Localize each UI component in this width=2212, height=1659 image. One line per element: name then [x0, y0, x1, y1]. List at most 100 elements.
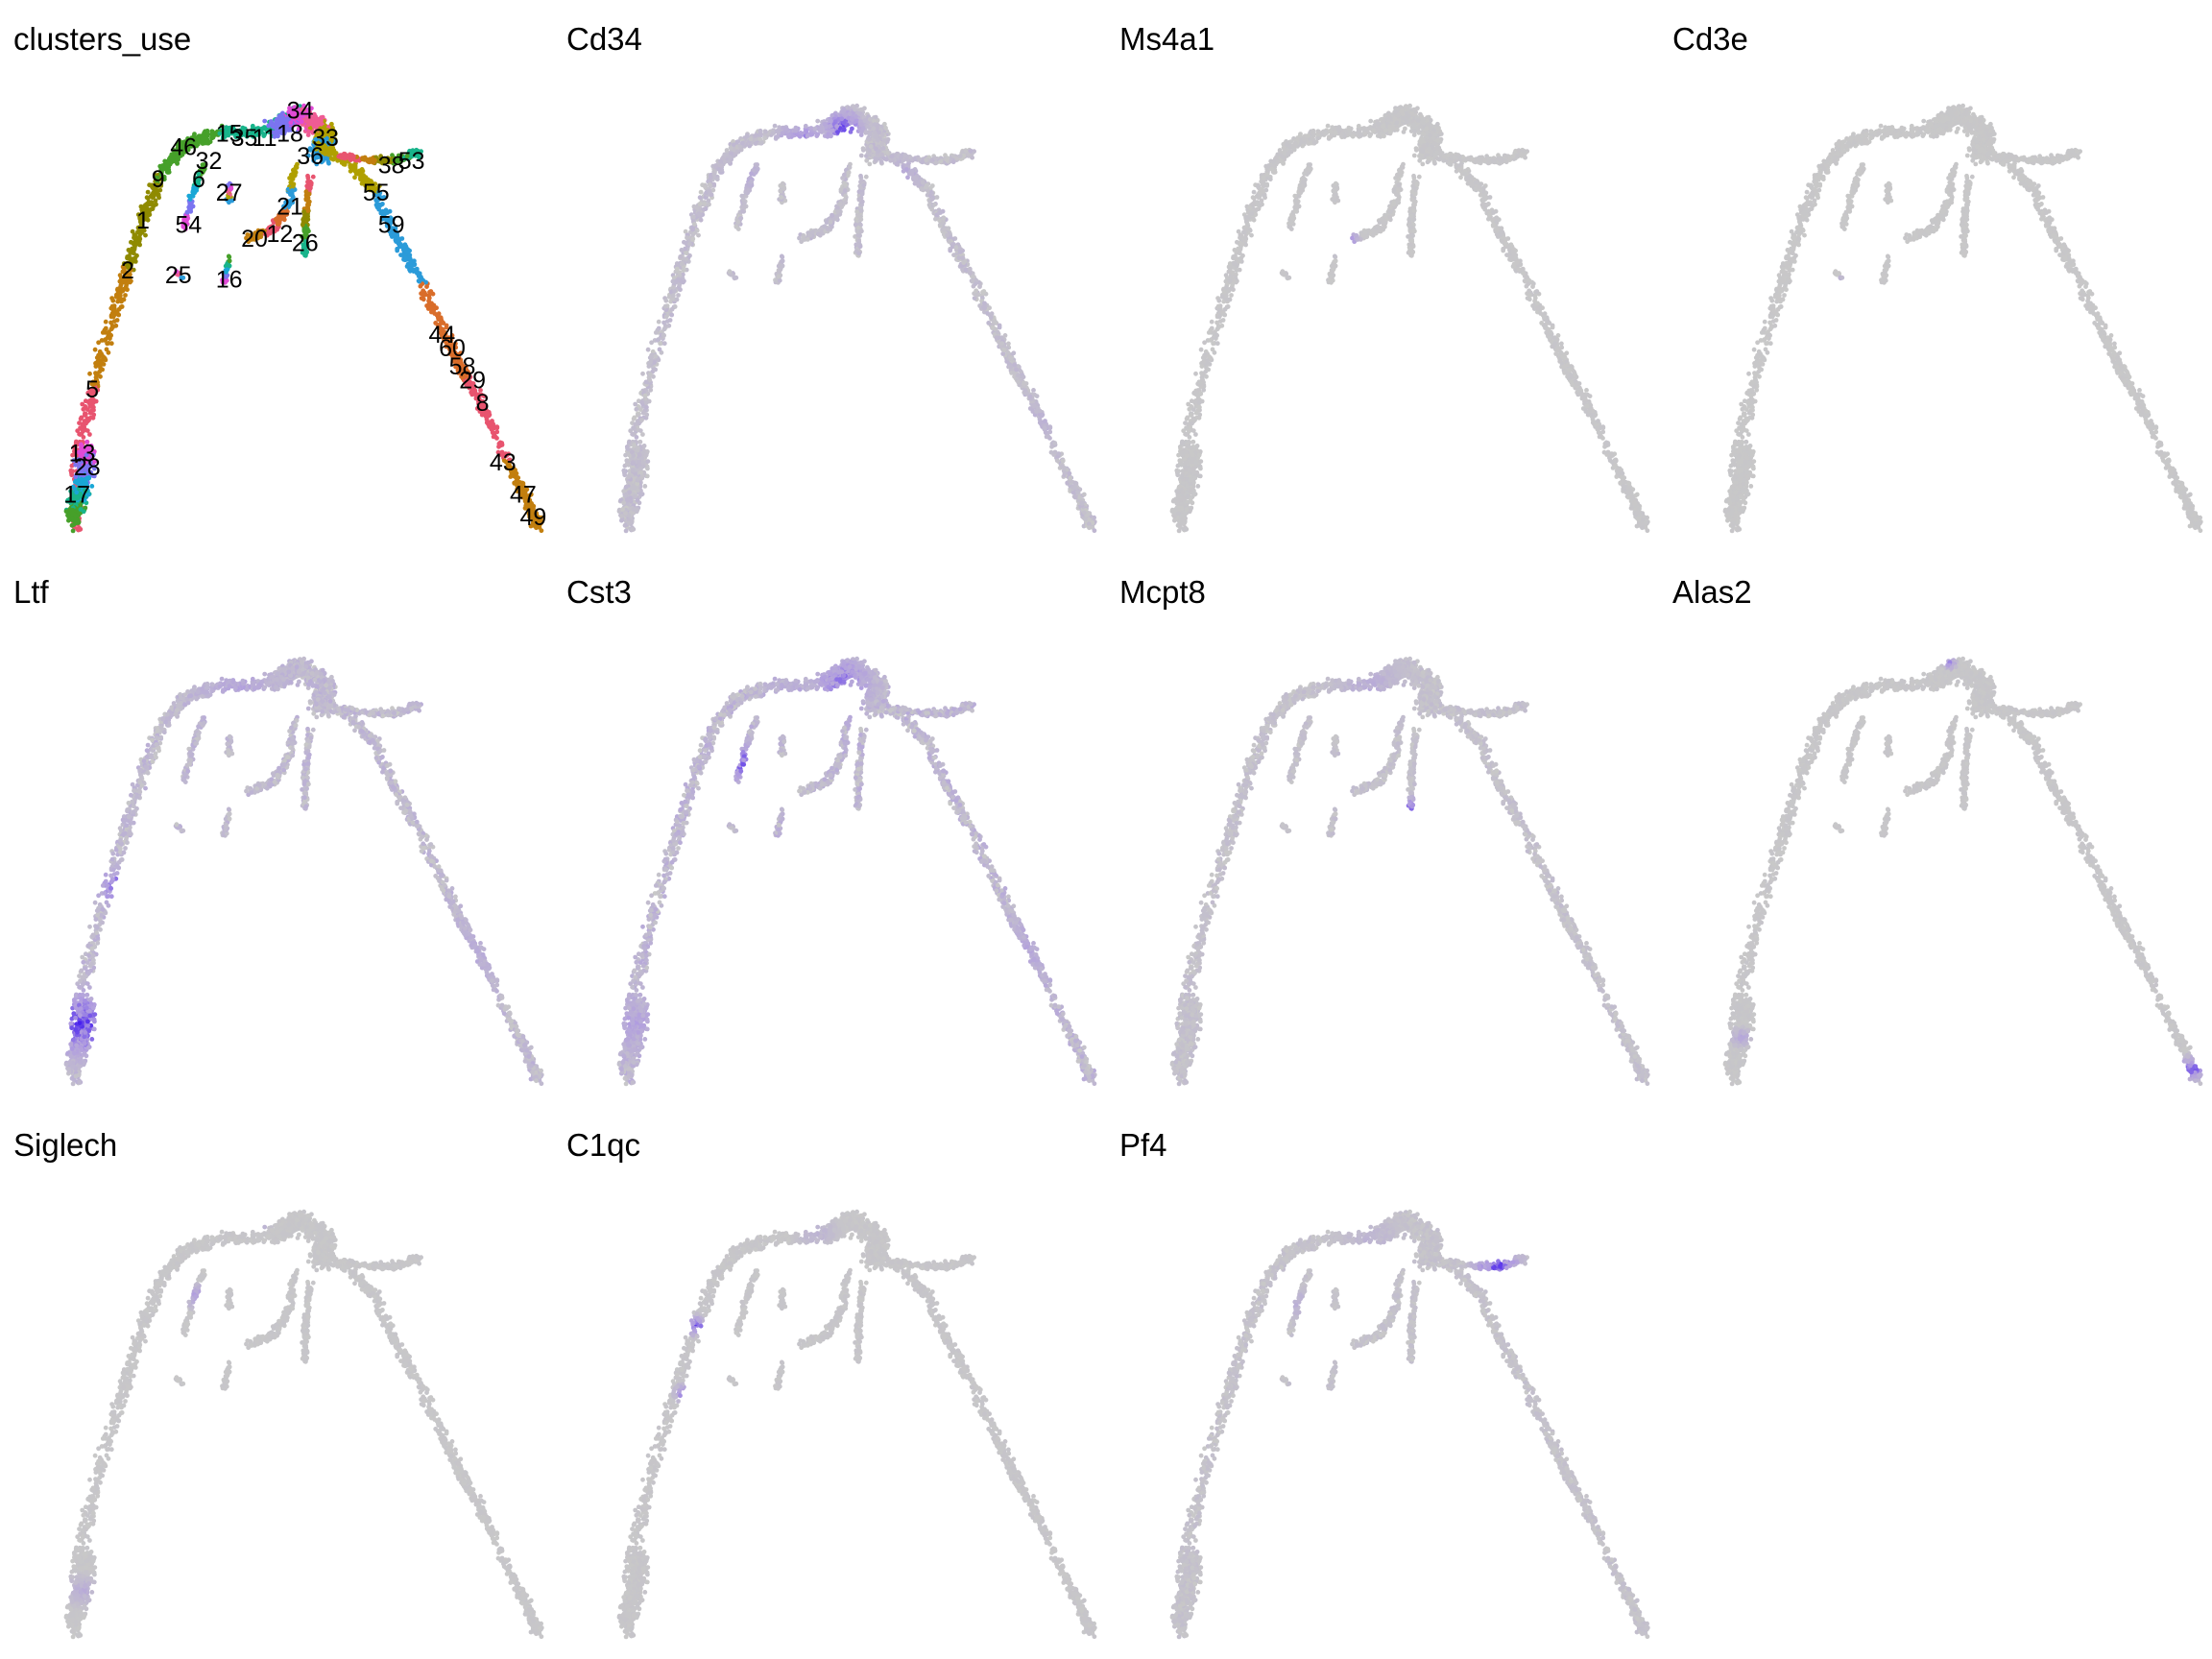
cell-point	[66, 514, 71, 518]
cell-point	[371, 157, 375, 163]
cell-point	[384, 222, 390, 228]
panel-title: clusters_use	[13, 21, 191, 58]
cell-point	[158, 181, 164, 187]
cell-point	[408, 153, 414, 158]
cell-point	[388, 219, 393, 225]
cell-point	[288, 127, 294, 132]
cell-point	[626, 474, 632, 480]
cell-point	[637, 421, 641, 426]
cluster-label: 13	[69, 441, 96, 468]
cell-point	[506, 464, 512, 469]
cell-point	[643, 400, 649, 405]
cell-point	[87, 410, 93, 416]
cell-point	[797, 133, 803, 139]
cluster-label: 1	[136, 207, 150, 234]
cell-point	[684, 256, 689, 262]
cell-point	[636, 413, 640, 418]
cell-point	[308, 182, 314, 188]
cell-point	[534, 525, 539, 531]
cell-point	[69, 493, 75, 498]
cluster-label: 25	[165, 262, 192, 289]
cell-point	[226, 253, 231, 259]
cell-point	[155, 175, 160, 180]
cell-point	[305, 185, 311, 191]
cell-point	[221, 129, 227, 134]
cell-point	[703, 206, 709, 211]
cell-point	[281, 124, 286, 130]
cluster-label: 12	[266, 221, 293, 248]
cell-point	[678, 254, 684, 259]
cell-point	[491, 434, 496, 440]
cell-point	[638, 469, 643, 475]
cell-point	[640, 432, 645, 437]
cell-point	[633, 421, 638, 427]
cell-point	[435, 315, 441, 320]
cell-point	[367, 186, 373, 192]
cell-point	[428, 289, 434, 294]
cluster-label: 20	[241, 226, 268, 252]
cell-point	[388, 227, 394, 232]
cell-point	[145, 189, 151, 195]
cell-point	[653, 353, 659, 359]
cell-point	[150, 206, 156, 211]
cluster-label: 44	[428, 322, 455, 349]
cell-point	[105, 341, 109, 347]
cell-point	[85, 492, 91, 497]
cell-point	[85, 466, 90, 471]
cell-point	[388, 215, 394, 221]
cell-point	[68, 489, 74, 493]
cell-point	[630, 468, 636, 472]
cell-point	[285, 202, 290, 206]
cell-point	[70, 528, 76, 534]
cell-point	[649, 340, 654, 346]
cell-point	[311, 157, 317, 163]
cluster-label: 6	[192, 166, 205, 193]
cell-point	[252, 133, 257, 139]
cell-point	[174, 155, 180, 160]
cell-point	[636, 477, 641, 482]
cluster-label: 54	[175, 212, 202, 239]
cell-point	[78, 507, 84, 512]
cell-point	[276, 212, 281, 218]
cell-point	[293, 170, 299, 176]
cell-point	[404, 250, 410, 254]
cell-point	[643, 452, 649, 458]
cell-point	[770, 131, 776, 136]
cluster-label: 29	[459, 367, 486, 394]
cell-point	[103, 319, 108, 325]
cell-point	[244, 235, 249, 241]
cell-point	[196, 171, 202, 177]
cell-point	[180, 224, 186, 229]
cell-point	[68, 468, 74, 473]
cell-point	[762, 135, 767, 141]
cell-point	[393, 226, 398, 231]
cell-point	[305, 107, 311, 112]
cell-point	[653, 367, 658, 373]
cell-point	[161, 177, 167, 182]
cell-point	[297, 116, 302, 122]
cell-point	[627, 490, 633, 495]
cell-point	[632, 415, 637, 421]
cell-point	[153, 198, 158, 204]
cell-point	[677, 282, 683, 287]
cell-point	[763, 129, 768, 134]
cell-point	[86, 399, 91, 405]
cell-point	[385, 159, 390, 165]
cell-point	[521, 490, 527, 495]
cell-point	[358, 175, 364, 180]
cell-point	[698, 189, 704, 195]
cluster-label: 27	[216, 180, 243, 206]
cell-point	[290, 182, 296, 188]
cell-point	[722, 159, 728, 165]
cell-point	[329, 121, 334, 127]
cell-point	[716, 166, 721, 172]
cell-point	[524, 494, 530, 500]
cell-point	[623, 511, 628, 517]
cell-point	[290, 193, 295, 199]
panel-cd34: Cd34	[553, 0, 1106, 553]
cell-point	[349, 153, 355, 157]
cluster-label: 26	[292, 230, 319, 257]
cell-point	[186, 140, 192, 146]
cell-point	[731, 142, 736, 148]
cell-point	[118, 297, 123, 301]
